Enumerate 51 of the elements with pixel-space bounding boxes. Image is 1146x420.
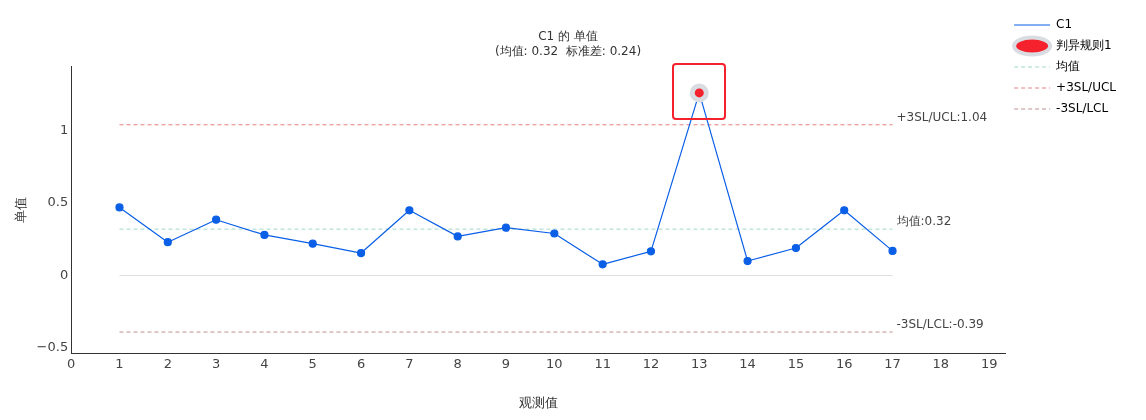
point [888,246,897,255]
point [163,238,172,247]
point [840,206,849,215]
point [356,248,366,258]
x-tick-label: 3 [211,355,221,371]
y-axis-title: 单值 [13,197,29,224]
x-tick-label: 4 [260,355,269,371]
y-tick-label: 0.5 [47,194,69,210]
point [115,203,124,212]
x-tick-label: 1 [115,355,124,371]
x-tick-label: 14 [739,355,756,371]
legend-label: 判异规则1 [1056,38,1112,53]
x-tick-label: 11 [594,355,611,371]
x-tick-label: 5 [308,355,317,371]
annotation: +3SL/UCL:1.04 [896,109,988,124]
x-tick-label: 7 [405,355,414,371]
y-tick-label: −0.5 [36,339,69,355]
point [743,256,752,266]
x-tick-label: 2 [163,355,172,371]
x-tick-label: 13 [691,355,708,371]
chart-subtitle: (均值: 0.32 标准差: 0.24) [494,43,642,58]
x-axis-title: 观测值 [518,394,558,410]
point [550,229,559,238]
point [646,247,656,256]
point [453,232,462,241]
point [598,260,607,269]
x-tick-label: 19 [980,355,998,371]
x-tick-label: 6 [356,355,366,371]
y-tick-label: 1 [59,121,69,137]
chart-title: C1 的 单值 [538,29,598,44]
point [260,230,269,240]
point [308,239,317,248]
x-tick-label: 12 [642,355,660,371]
point [501,223,511,232]
legend-label: -3SL/LCL [1056,101,1109,116]
point [212,215,221,224]
y-tick-label: 0 [59,266,69,282]
x-tick-label: 8 [453,355,462,371]
point [405,206,414,215]
annotation: 均值:0.32 [895,214,952,229]
annotation: -3SL/LCL:-0.39 [896,317,984,332]
x-tick-label: 9 [501,355,511,371]
legend-label: 均值 [1055,59,1081,74]
x-tick-label: 16 [835,355,853,371]
x-tick-label: 17 [884,355,901,371]
x-tick-label: 18 [932,355,950,371]
x-tick-label: 10 [546,355,563,371]
legend-label: +3SL/UCL [1056,80,1117,95]
legend-label: C1 [1056,17,1073,32]
point [791,243,801,253]
x-tick-label: 15 [787,355,805,371]
